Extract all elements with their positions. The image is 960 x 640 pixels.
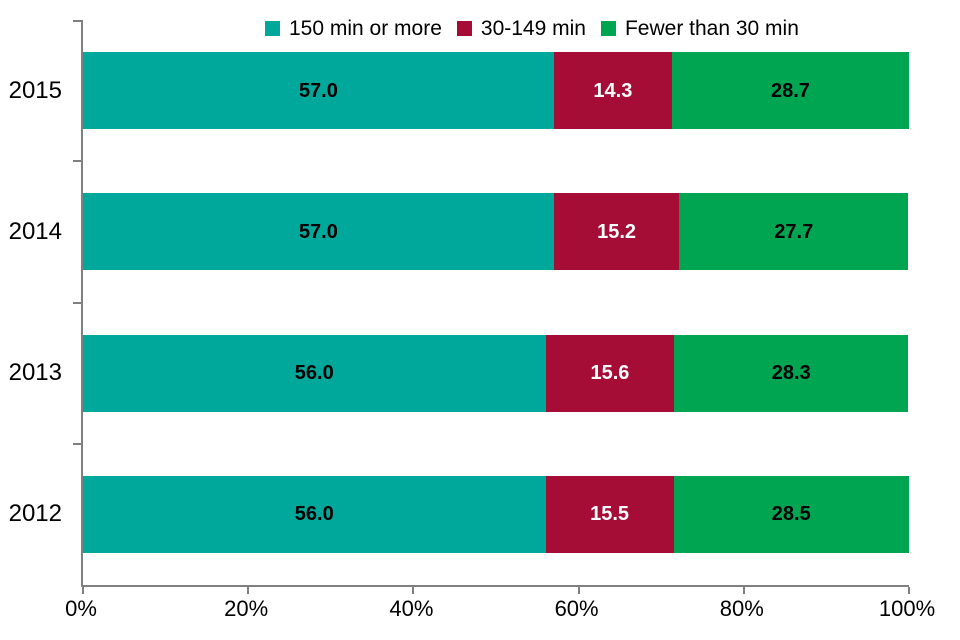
x-axis-tick bbox=[247, 587, 250, 594]
y-axis-label: 2013 bbox=[8, 359, 62, 387]
bar-segment: 56.0 bbox=[83, 475, 546, 553]
segment-value-label: 14.3 bbox=[593, 79, 633, 102]
bar-segment: 27.7 bbox=[679, 193, 909, 271]
legend: 150 min or more 30-149 min Fewer than 30 m… bbox=[265, 14, 799, 42]
legend-label: 150 min or more bbox=[289, 16, 442, 40]
bar-segment: 15.6 bbox=[545, 334, 675, 412]
segment-value-label: 56.0 bbox=[294, 362, 334, 385]
bar-row: 56.0 15.5 28.5 bbox=[83, 475, 909, 553]
y-axis-tick bbox=[73, 160, 81, 163]
bar-segment: 57.0 bbox=[83, 193, 554, 271]
segment-value-label: 15.5 bbox=[590, 503, 630, 526]
x-axis-tick bbox=[908, 587, 910, 594]
x-axis-tick bbox=[82, 587, 84, 594]
bar-row: 57.0 15.2 27.7 bbox=[83, 193, 909, 271]
segment-value-label: 27.7 bbox=[774, 220, 814, 243]
bar-segment: 57.0 bbox=[83, 52, 554, 130]
bar-segment: 28.5 bbox=[673, 475, 909, 553]
legend-swatch bbox=[600, 20, 616, 36]
bar-row: 57.0 14.3 28.7 bbox=[83, 52, 909, 130]
x-axis-tick-label: 0% bbox=[65, 596, 97, 621]
segment-value-label: 57.0 bbox=[298, 79, 338, 102]
legend-swatch bbox=[456, 20, 472, 36]
plot-area: 57.0 14.3 28.7 57.0 15.2 27.7 56.0 15.6 28.3 56.0… bbox=[73, 20, 910, 594]
bar-row: 56.0 15.6 28.3 bbox=[83, 334, 909, 412]
legend-item: 150 min or more bbox=[265, 18, 442, 39]
segment-value-label: 28.3 bbox=[771, 362, 811, 385]
bar-segment: 15.5 bbox=[545, 475, 674, 553]
x-axis-tick bbox=[742, 587, 745, 594]
x-axis-tick bbox=[577, 587, 580, 594]
legend-label: Fewer than 30 min bbox=[624, 16, 799, 40]
segment-value-label: 28.7 bbox=[770, 79, 810, 102]
bar-segment: 28.3 bbox=[674, 334, 909, 412]
legend-item: 30-149 min bbox=[456, 16, 586, 40]
y-axis-tick bbox=[73, 301, 81, 304]
x-axis-labels: 0% 20% 40% 60% 80% 100% bbox=[65, 596, 935, 628]
y-axis-tick bbox=[73, 442, 81, 445]
x-axis-tick-label: 60% bbox=[554, 596, 599, 621]
x-axis-tick bbox=[412, 587, 415, 594]
bar-segment: 14.3 bbox=[553, 52, 672, 130]
bar-segment: 15.2 bbox=[553, 193, 680, 271]
segment-value-label: 15.6 bbox=[590, 362, 630, 385]
legend-label: 30-149 min bbox=[480, 16, 586, 40]
y-axis-tick bbox=[73, 20, 81, 22]
y-axis-label: 2014 bbox=[8, 217, 62, 245]
x-axis-tick-label: 20% bbox=[224, 596, 269, 621]
segment-value-label: 28.5 bbox=[771, 503, 811, 526]
segment-value-label: 56.0 bbox=[294, 503, 334, 526]
x-axis-tick-label: 100% bbox=[878, 596, 936, 621]
bar-segment: 28.7 bbox=[671, 52, 909, 130]
segment-value-label: 15.2 bbox=[597, 220, 637, 243]
y-axis-label: 2012 bbox=[8, 500, 62, 528]
x-axis-tick-label: 40% bbox=[389, 596, 434, 621]
segment-value-label: 57.0 bbox=[298, 220, 338, 243]
legend-swatch bbox=[265, 20, 280, 36]
y-axis-label: 2015 bbox=[8, 76, 62, 104]
y-axis-labels: 2015 2014 2013 2012 bbox=[0, 20, 62, 585]
bar-segment: 56.0 bbox=[83, 334, 546, 412]
x-axis-tick-label: 80% bbox=[719, 596, 764, 621]
legend-item: Fewer than 30 min bbox=[600, 16, 799, 40]
